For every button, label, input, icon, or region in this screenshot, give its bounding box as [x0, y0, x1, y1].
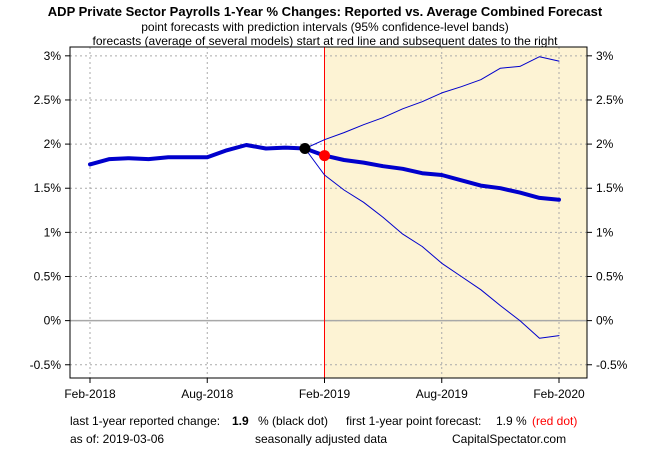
first-forecast-dot: [319, 150, 330, 162]
y-tick-label-left: 3%: [44, 49, 62, 63]
y-tick-label-right: 1%: [596, 225, 614, 239]
x-tick-label: Feb-2020: [533, 387, 585, 401]
last-reported-value: 1.9: [232, 414, 249, 428]
y-tick-label-right: 1.5%: [596, 181, 624, 195]
lower-band-line: [304, 148, 560, 339]
y-tick-label-right: 0.5%: [596, 269, 624, 283]
y-tick-label-right: 3%: [596, 49, 614, 63]
source-credit: CapitalSpectator.com: [452, 432, 567, 446]
y-tick-label-left: 2.5%: [34, 93, 62, 107]
upper-band-line: [304, 56, 560, 149]
y-tick-label-left: 0%: [44, 314, 62, 328]
forecast-shade: [324, 47, 587, 378]
y-tick-label-right: 2.5%: [596, 93, 624, 107]
y-tick-label-left: 2%: [44, 137, 62, 151]
x-tick-label: Feb-2018: [64, 387, 116, 401]
y-tick-label-left: 0.5%: [34, 269, 62, 283]
reported-line: [88, 143, 307, 167]
forecast-line: [303, 146, 561, 202]
y-tick-label-right: 0%: [596, 314, 614, 328]
y-tick-label-right: 2%: [596, 137, 614, 151]
last-reported-unit: % (black dot): [258, 414, 329, 428]
chart-subtitle-2: forecasts (average of several models) st…: [92, 34, 558, 48]
last-reported-label: last 1-year reported change:: [70, 414, 221, 428]
seasonal-note: seasonally adjusted data: [255, 432, 388, 446]
y-tick-label-left: -0.5%: [30, 358, 62, 372]
plot-frame: [69, 46, 588, 379]
x-tick-label: Feb-2019: [299, 387, 351, 401]
x-tick-label: Aug-2019: [416, 387, 468, 401]
x-tick-label: Aug-2018: [181, 387, 233, 401]
first-forecast-value: 1.9 %: [496, 414, 527, 428]
chart-subtitle-1: point forecasts with prediction interval…: [141, 20, 509, 34]
first-forecast-note: (red dot): [532, 414, 578, 428]
first-forecast-label: first 1-year point forecast:: [346, 414, 482, 428]
y-tick-label-left: 1%: [44, 225, 62, 239]
chart-title: ADP Private Sector Payrolls 1-Year % Cha…: [47, 4, 603, 19]
y-tick-label-right: -0.5%: [596, 358, 628, 372]
as-of-date: as of: 2019-03-06: [70, 432, 165, 446]
last-reported-dot: [299, 143, 311, 155]
y-tick-label-left: 1.5%: [34, 181, 62, 195]
